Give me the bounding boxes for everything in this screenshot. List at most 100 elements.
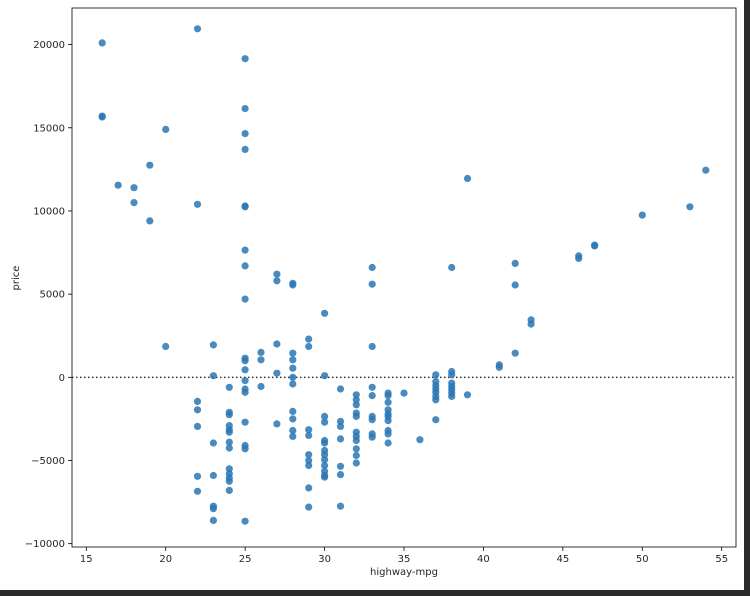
data-point [511, 349, 519, 357]
data-point [336, 385, 345, 393]
data-point [463, 391, 472, 399]
data-point [305, 456, 313, 465]
data-point [305, 451, 313, 459]
data-point [368, 433, 376, 441]
data-point [321, 439, 329, 447]
data-point [289, 356, 297, 364]
x-axis-label: highway-mpg [370, 567, 438, 578]
data-point [352, 451, 360, 460]
data-point [527, 320, 535, 328]
data-point [686, 203, 694, 211]
data-point [384, 417, 392, 425]
data-point [209, 516, 217, 525]
data-point [368, 342, 376, 351]
data-point [273, 340, 281, 348]
data-point [336, 502, 345, 510]
data-point [289, 415, 297, 423]
data-point [432, 416, 440, 424]
data-point [321, 456, 329, 464]
x-tick-label: 30 [318, 554, 331, 565]
data-point [241, 388, 249, 396]
data-point [416, 436, 424, 444]
data-point [241, 357, 249, 365]
data-point [193, 422, 202, 430]
x-tick-label: 40 [477, 554, 490, 565]
data-point [321, 451, 329, 459]
data-point [225, 438, 233, 446]
data-point [336, 471, 345, 479]
data-point [511, 259, 519, 267]
x-tick-label: 45 [556, 554, 569, 565]
data-point [591, 242, 599, 250]
data-point [241, 418, 249, 426]
data-point [162, 125, 170, 133]
data-point [352, 401, 360, 409]
data-point [130, 199, 138, 207]
data-point [463, 174, 472, 183]
data-point [225, 486, 233, 494]
x-tick-label: 55 [715, 554, 728, 565]
data-point [146, 161, 154, 169]
data-point [273, 420, 281, 428]
data-point [241, 445, 249, 453]
y-axis-ticks: −10000 −5000 0 5000 10000 15000 20000 [25, 40, 72, 550]
x-tick-label: 15 [80, 554, 93, 565]
data-point [336, 462, 345, 470]
y-tick-label: 5000 [40, 290, 65, 301]
data-point [130, 184, 138, 192]
data-point [305, 342, 313, 351]
data-point [289, 407, 297, 415]
data-point [241, 295, 249, 303]
data-point [193, 397, 202, 405]
data-point [225, 411, 233, 419]
data-point [352, 412, 360, 420]
data-point [384, 398, 392, 406]
data-point [289, 426, 297, 435]
data-point [241, 517, 249, 525]
data-point [352, 459, 360, 467]
data-point [305, 431, 313, 440]
y-axis-label: price [11, 266, 22, 291]
data-point [98, 112, 106, 120]
data-point [575, 254, 583, 262]
data-point [368, 383, 376, 391]
data-point [225, 444, 233, 452]
x-tick-label: 50 [636, 554, 649, 565]
data-point [193, 200, 202, 208]
data-point [225, 383, 233, 391]
data-point [193, 406, 202, 414]
data-point [368, 392, 376, 400]
data-point [289, 432, 297, 440]
data-point [448, 371, 456, 379]
data-point [352, 436, 360, 445]
y-tick-label: −5000 [31, 456, 65, 467]
data-point [511, 281, 519, 289]
data-point [352, 445, 360, 453]
data-point [305, 461, 313, 470]
data-point [241, 105, 249, 113]
data-point [273, 369, 281, 377]
data-point [305, 484, 313, 492]
data-point [273, 270, 281, 278]
data-point [241, 377, 249, 385]
data-point [495, 363, 503, 371]
data-point [241, 145, 249, 153]
axes-frame [71, 7, 737, 548]
data-point [241, 246, 249, 254]
data-point [225, 477, 233, 485]
data-point [400, 389, 408, 397]
data-point [209, 372, 217, 380]
x-tick-label: 35 [398, 554, 411, 565]
data-point [638, 211, 646, 219]
data-point [321, 412, 329, 420]
data-point [352, 391, 360, 399]
data-point [241, 262, 249, 270]
data-point [289, 281, 297, 289]
data-point [193, 472, 202, 480]
x-axis-ticks: 15 20 25 30 35 40 45 50 55 [80, 547, 728, 565]
data-point [321, 473, 329, 481]
data-point [368, 416, 376, 424]
data-point [384, 439, 392, 447]
data-point [257, 348, 265, 356]
